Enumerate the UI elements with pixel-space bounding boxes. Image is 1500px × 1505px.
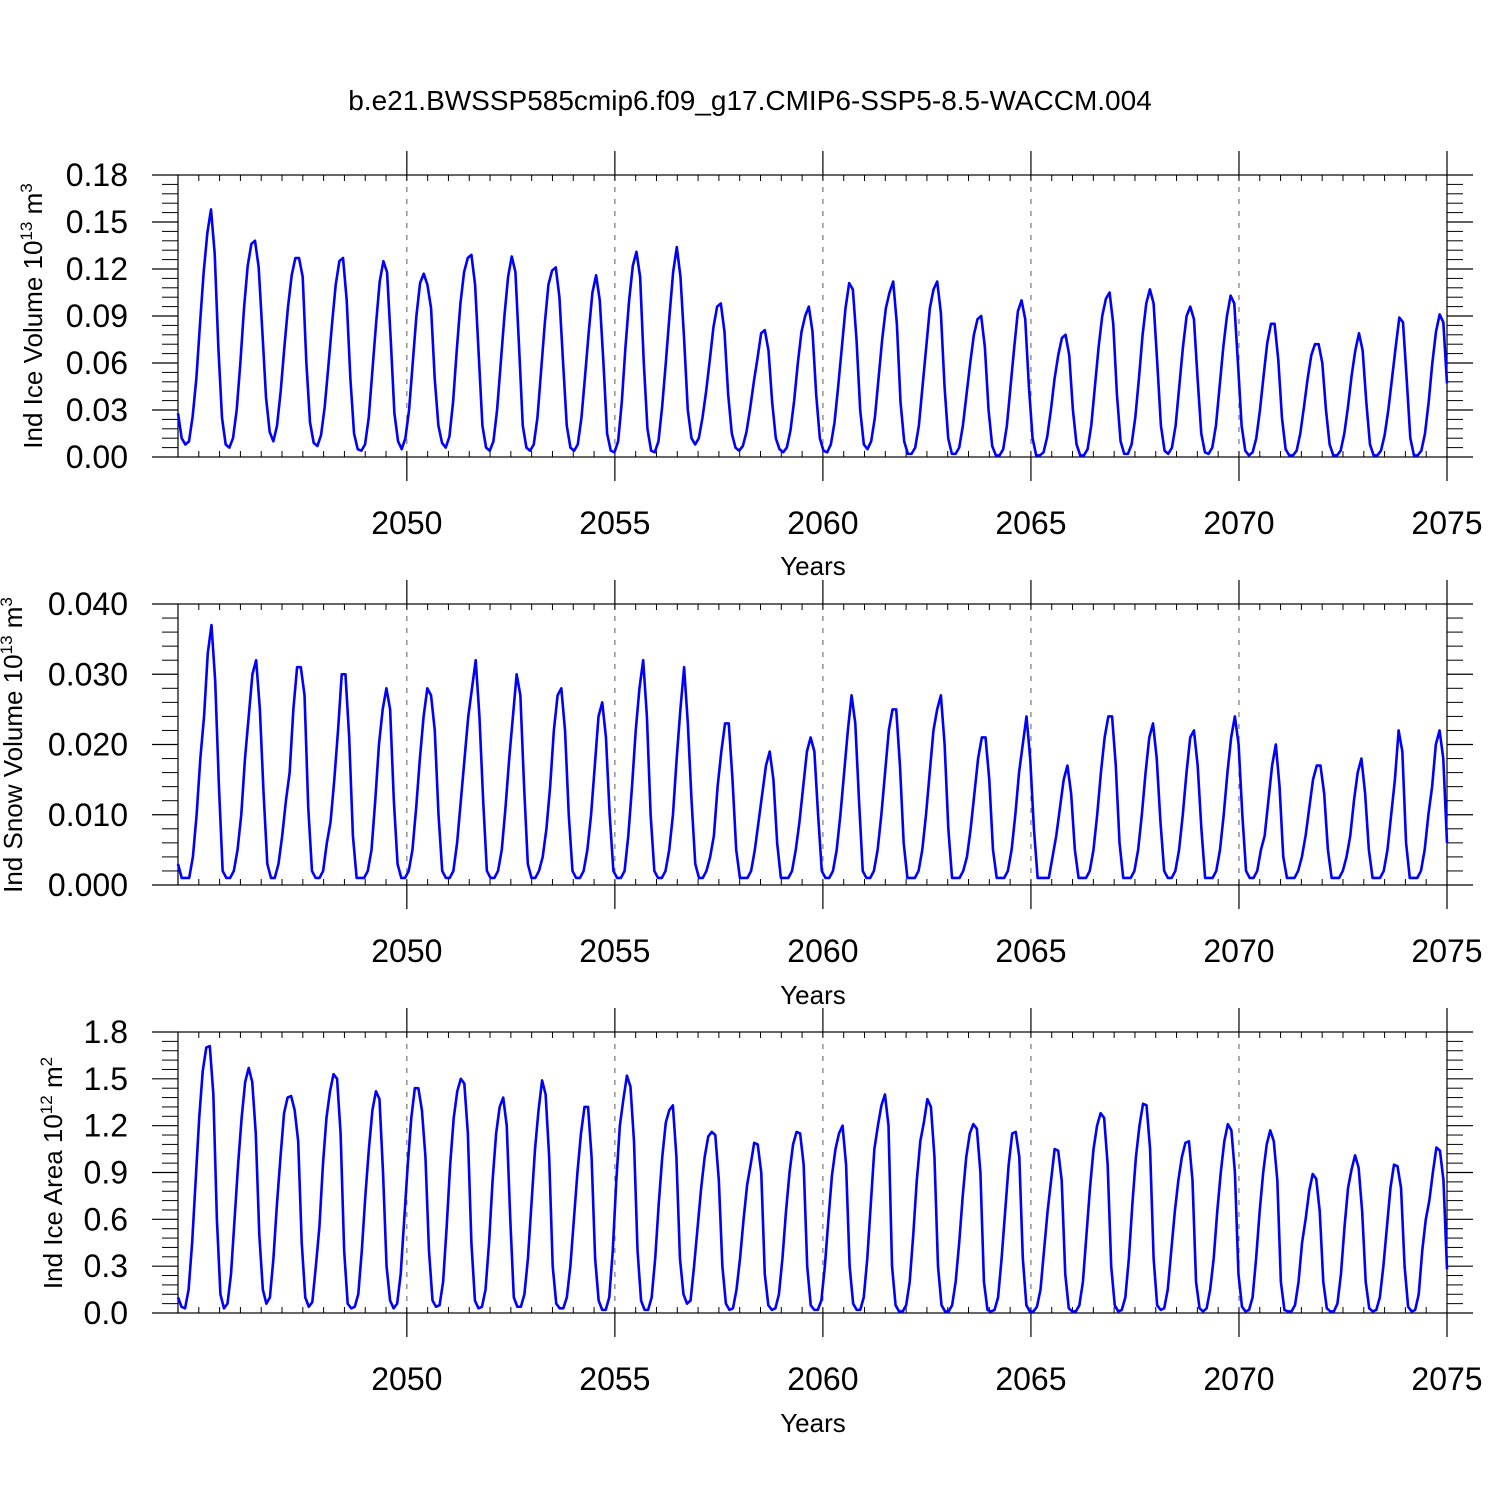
x-tick-label-3: 2065 [995, 1361, 1066, 1397]
figure-title: b.e21.BWSSP585cmip6.f09_g17.CMIP6-SSP5-8… [348, 85, 1152, 116]
y-tick-label-4: 1.2 [84, 1108, 128, 1144]
x-axis-title-ice-volume: Years [780, 551, 846, 581]
y-tick-label-3: 0.030 [48, 656, 128, 692]
y-axis-title-unit: m [18, 193, 48, 222]
x-axis-title-snow-volume: Years [780, 980, 846, 1010]
y-tick-label-6: 1.8 [84, 1014, 128, 1050]
x-tick-label-5: 2075 [1411, 933, 1482, 969]
y-axis-title-unit: m [0, 607, 28, 636]
panel-ice-area: Ind Ice Area 1012 m2 Years 2050 2055 2060 2… [37, 1008, 1483, 1438]
y-axis-title-unit-exp: 2 [37, 1057, 56, 1066]
y-tick-label-4: 0.040 [48, 586, 128, 622]
y-tick-label-5: 0.15 [66, 204, 128, 240]
x-tick-label-1: 2055 [579, 933, 650, 969]
y-tick-label-2: 0.06 [66, 345, 128, 381]
y-tick-label-0: 0.0 [84, 1295, 128, 1331]
x-axis-title-ice-area: Years [780, 1408, 846, 1438]
plot-frame [177, 603, 1448, 886]
series-line-0 [176, 208, 1449, 457]
y-axis-title-unit-exp: 3 [0, 597, 16, 606]
y-axis-title-main: Ind Ice Volume 10 [18, 241, 48, 449]
series-line-0 [176, 1044, 1449, 1313]
y-tick-label-1: 0.3 [84, 1248, 128, 1284]
x-tick-label-5: 2075 [1411, 505, 1482, 541]
plot-frame [177, 174, 1448, 458]
y-tick-label-6: 0.18 [66, 157, 128, 193]
y-tick-label-1: 0.03 [66, 392, 128, 428]
y-axis-title-main: Ind Ice Area 10 [38, 1114, 68, 1289]
x-tick-label-4: 2070 [1203, 505, 1274, 541]
y-tick-label-1: 0.010 [48, 797, 128, 833]
x-tick-label-3: 2065 [995, 933, 1066, 969]
panel-ice-volume: Ind Ice Volume 1013 m3 Years 2050 2055 206… [17, 151, 1483, 581]
x-tick-label-0: 2050 [371, 933, 442, 969]
y-tick-label-3: 0.9 [84, 1155, 128, 1191]
y-tick-label-0: 0.000 [48, 867, 128, 903]
x-tick-label-2: 2060 [787, 505, 858, 541]
y-axis-title-unit: m [38, 1066, 68, 1095]
x-tick-label-1: 2055 [579, 505, 650, 541]
y-axis-title-main: Ind Snow Volume 10 [0, 654, 28, 893]
x-tick-label-0: 2050 [371, 1361, 442, 1397]
plot-frame [177, 1031, 1448, 1314]
x-tick-label-3: 2065 [995, 505, 1066, 541]
x-tick-label-4: 2070 [1203, 1361, 1274, 1397]
y-axis-title-exp: 13 [17, 222, 36, 241]
y-axis-title-snow-volume: Ind Snow Volume 1013 m3 [0, 597, 28, 893]
y-axis-title-exp: 12 [37, 1095, 56, 1114]
series-line-0 [176, 623, 1449, 880]
y-tick-label-4: 0.12 [66, 251, 128, 287]
x-tick-label-5: 2075 [1411, 1361, 1482, 1397]
y-axis-title-ice-volume: Ind Ice Volume 1013 m3 [17, 183, 48, 448]
y-tick-label-0: 0.00 [66, 439, 128, 475]
y-axis-title-exp: 13 [0, 635, 16, 654]
y-axis-title-ice-area: Ind Ice Area 1012 m2 [37, 1057, 68, 1289]
x-tick-label-4: 2070 [1203, 933, 1274, 969]
x-tick-label-2: 2060 [787, 933, 858, 969]
panel-snow-volume: Ind Snow Volume 1013 m3 Years 2050 2055 20… [0, 580, 1483, 1010]
y-tick-label-2: 0.6 [84, 1201, 128, 1237]
y-tick-label-3: 0.09 [66, 298, 128, 334]
x-tick-label-1: 2055 [579, 1361, 650, 1397]
y-tick-label-5: 1.5 [84, 1061, 128, 1097]
x-tick-label-2: 2060 [787, 1361, 858, 1397]
x-tick-label-0: 2050 [371, 505, 442, 541]
y-axis-title-unit-exp: 3 [17, 183, 36, 192]
y-tick-label-2: 0.020 [48, 727, 128, 763]
